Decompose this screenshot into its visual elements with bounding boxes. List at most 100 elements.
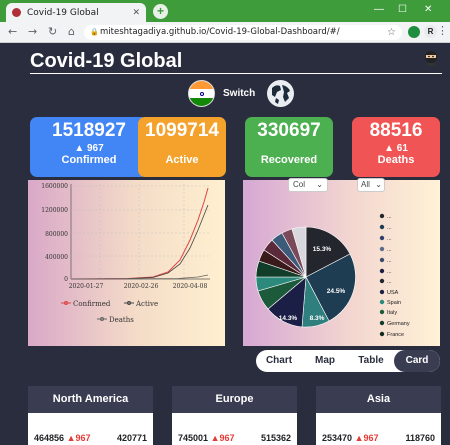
region-stats: 253470 ▲967 118760: [316, 433, 441, 443]
india-flag-icon[interactable]: [188, 80, 215, 107]
country-switch: Switch: [188, 80, 295, 107]
switch-label[interactable]: Switch: [223, 88, 256, 99]
region-left-value: 745001: [178, 433, 209, 443]
legend-confirmed: Confirmed: [73, 300, 111, 308]
title-divider: [30, 73, 442, 74]
tab-card[interactable]: Card: [394, 350, 440, 372]
y-tick-label: 400000: [45, 254, 68, 261]
address-bar-row: ← → ↻ ⌂ 🔒 miteshtagadiya.github.io/Covid…: [0, 22, 450, 43]
active-card: 1099714 Active: [138, 117, 226, 177]
favicon-icon: [12, 8, 21, 17]
region-card[interactable]: North America 464856 ▲967 420771: [28, 386, 153, 445]
confirmed-increase: ▲ 967: [74, 143, 104, 154]
confirmed-value: 1518927: [52, 120, 126, 141]
region-left-value: 464856: [34, 433, 65, 443]
line-chart-panel: 1600000 1200000 800000 400000 0 2020-01-…: [28, 180, 225, 346]
active-series-line: [70, 204, 209, 280]
browser-tabstrip: Covid-19 Global ✕ + — ☐ ✕: [0, 0, 450, 22]
deaths-series-line: [70, 274, 209, 280]
column-select[interactable]: Col ⌄: [288, 178, 328, 192]
forward-icon[interactable]: →: [28, 25, 38, 38]
active-value: 1099714: [145, 120, 219, 141]
pie-chart-panel: Col ⌄ All ⌄ 15.3% 24.5% 8.3% 14.3%: [243, 178, 440, 346]
region-increase: ▲967: [210, 433, 235, 443]
back-icon[interactable]: ←: [8, 25, 18, 38]
tab-chart[interactable]: Chart: [265, 355, 293, 366]
recovered-label: Recovered: [260, 154, 318, 166]
svg-text:...: ...: [387, 279, 392, 285]
y-tick-label: 1600000: [41, 183, 68, 190]
pie-slice: [305, 226, 351, 278]
svg-text:...: ...: [387, 236, 392, 242]
legend-item: Spain: [387, 300, 401, 306]
page-title: Covid-19 Global: [30, 50, 183, 72]
ninja-avatar-icon[interactable]: [424, 50, 438, 66]
region-card[interactable]: Europe 745001 ▲967 515362: [172, 386, 297, 445]
legend-item: Germany: [387, 321, 410, 327]
pie-chart: 15.3% 24.5% 8.3% 14.3% ... ... ... ... .…: [255, 213, 410, 338]
pie-slice: [305, 253, 356, 322]
tab-map[interactable]: Map: [315, 355, 335, 366]
recovered-card: 330697 Recovered: [245, 117, 333, 177]
url-text: miteshtagadiya.github.io/Covid-19-Global…: [100, 27, 340, 37]
tab-title: Covid-19 Global: [27, 7, 99, 18]
region-right-value: 420771: [116, 433, 147, 443]
close-tab-icon[interactable]: ✕: [132, 7, 140, 18]
minimize-icon[interactable]: —: [374, 4, 384, 15]
new-tab-button[interactable]: +: [153, 4, 168, 19]
lock-icon: 🔒: [90, 28, 99, 36]
bookmark-star-icon[interactable]: ☆: [387, 27, 396, 38]
svg-text:...: ...: [387, 269, 392, 275]
slice-label: 14.3%: [279, 315, 298, 322]
x-tick-label: 2020-02-26: [124, 283, 159, 290]
maximize-icon[interactable]: ☐: [398, 4, 407, 15]
active-label: Active: [165, 154, 199, 166]
x-tick-label: 2020-04-08: [173, 283, 208, 290]
region-left-value: 253470: [322, 433, 353, 443]
confirmed-card: 1518927 ▲ 967 Confirmed: [30, 117, 148, 177]
legend-active: Active: [135, 300, 158, 308]
globe-icon[interactable]: [267, 80, 295, 107]
filter-select[interactable]: All ⌄: [357, 178, 385, 192]
region-card[interactable]: Asia 253470 ▲967 118760: [316, 386, 441, 445]
browser-menu-icon[interactable]: ⋮: [437, 25, 448, 37]
y-tick-label: 1200000: [41, 207, 68, 214]
chevron-down-icon: ⌄: [375, 180, 382, 189]
legend-item: France: [387, 332, 404, 338]
url-field[interactable]: 🔒 miteshtagadiya.github.io/Covid-19-Glob…: [84, 25, 402, 40]
line-chart: 1600000 1200000 800000 400000 0 2020-01-…: [41, 183, 210, 324]
region-increase: ▲967: [354, 433, 379, 443]
svg-text:...: ...: [387, 225, 392, 231]
reload-icon[interactable]: ↻: [48, 25, 58, 38]
window-close-icon[interactable]: ✕: [424, 4, 433, 15]
profile-avatar[interactable]: R: [424, 25, 437, 38]
x-tick-label: 2020-01-27: [69, 283, 104, 290]
svg-text:...: ...: [387, 214, 392, 220]
filter-select-value: All: [361, 180, 370, 189]
svg-text:...: ...: [387, 258, 392, 264]
y-tick-label: 0: [64, 276, 68, 283]
column-select-value: Col: [293, 180, 306, 189]
svg-text:...: ...: [387, 247, 392, 253]
deaths-card: 88516 ▲ 61 Deaths: [352, 117, 440, 177]
confirmed-series-line: [70, 187, 209, 280]
region-name: Europe: [172, 386, 297, 413]
extension-icon[interactable]: [408, 26, 420, 38]
deaths-value: 88516: [369, 120, 423, 141]
view-tabs: Chart Map Table Card: [256, 350, 440, 372]
pie-slice: [291, 226, 307, 278]
deaths-increase: ▲ 61: [384, 143, 408, 154]
region-name: North America: [28, 386, 153, 413]
region-right-value: 118760: [405, 433, 435, 443]
region-stats: 745001 ▲967 515362: [172, 433, 297, 443]
deaths-label: Deaths: [377, 154, 415, 166]
home-icon[interactable]: ⌂: [68, 25, 75, 38]
region-name: Asia: [316, 386, 441, 413]
region-stats: 464856 ▲967 420771: [28, 433, 153, 443]
region-right-value: 515362: [260, 433, 291, 443]
region-increase: ▲967: [66, 433, 91, 443]
tab-table[interactable]: Table: [358, 355, 384, 366]
browser-tab[interactable]: Covid-19 Global ✕: [6, 3, 146, 22]
y-tick-label: 800000: [45, 231, 68, 238]
legend-item: USA: [387, 290, 399, 296]
